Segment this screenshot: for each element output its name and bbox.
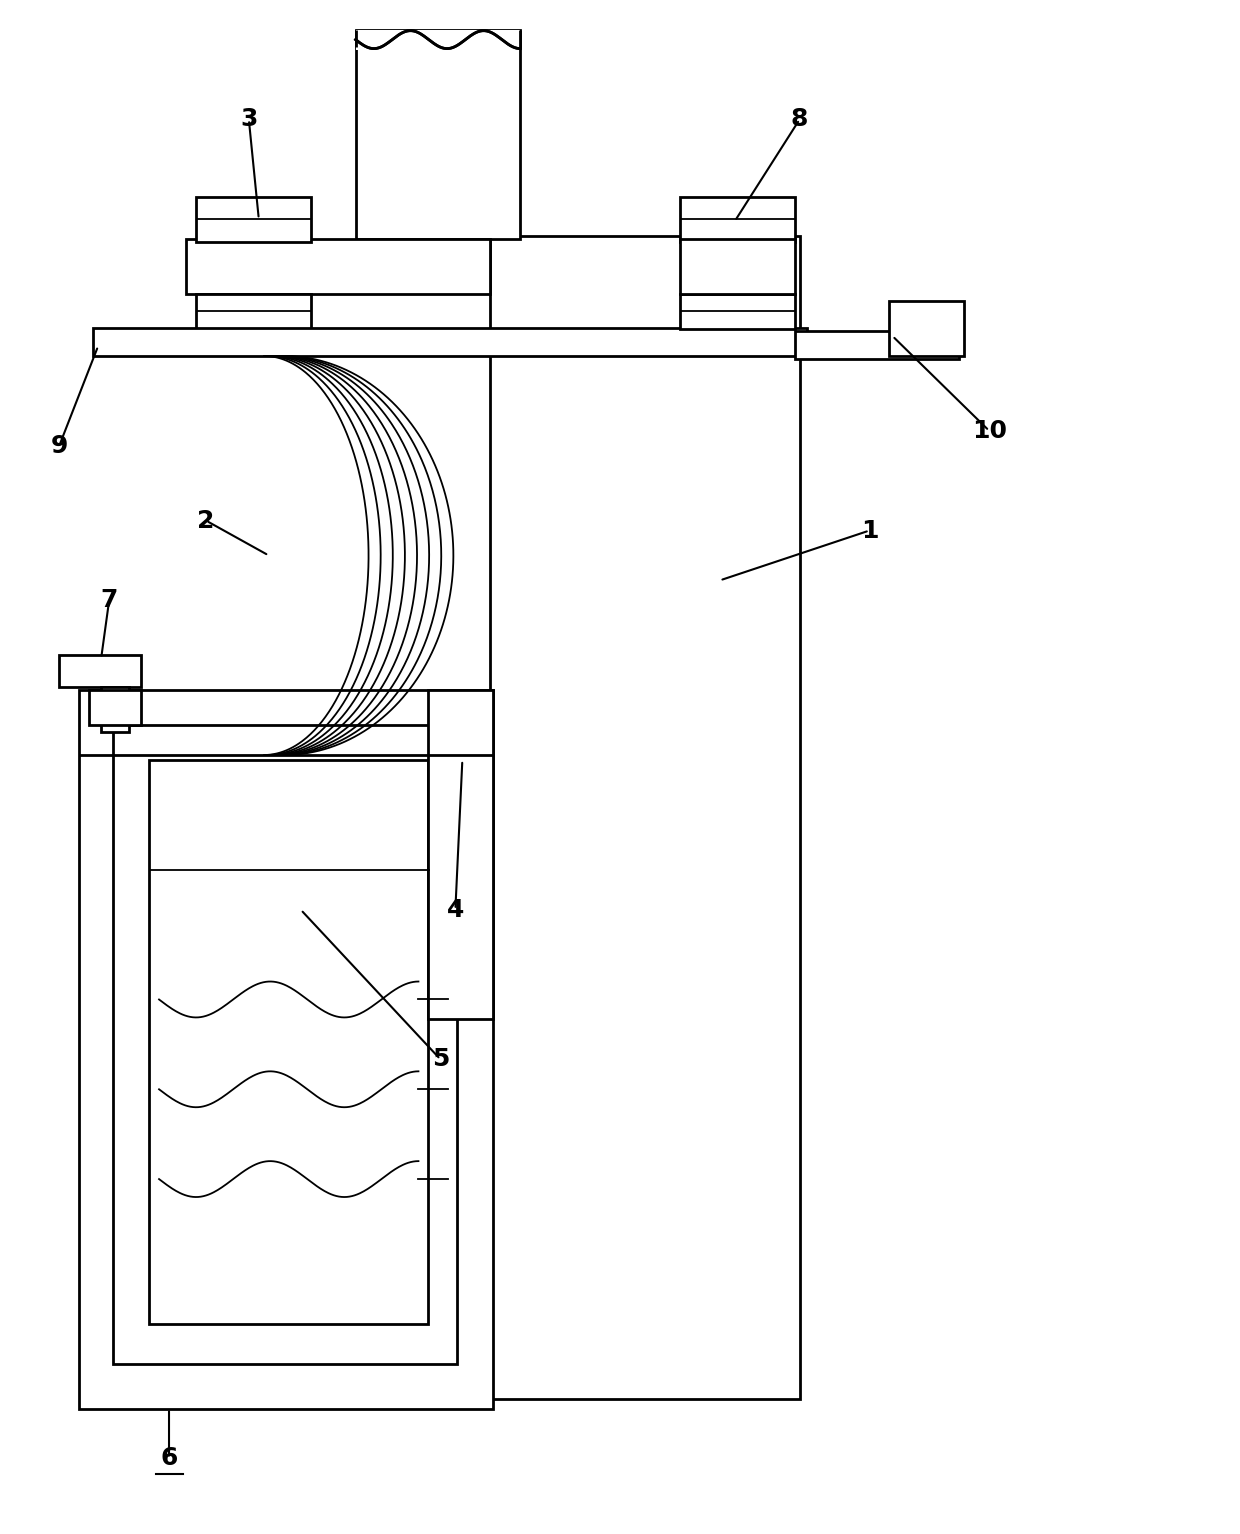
- Bar: [102, 687, 129, 732]
- Bar: [186, 239, 490, 295]
- Bar: [60, 655, 141, 687]
- Text: 5: 5: [432, 1048, 449, 1071]
- Bar: [680, 239, 795, 295]
- Text: 8: 8: [791, 107, 808, 132]
- Bar: [356, 29, 521, 49]
- Bar: [356, 29, 521, 239]
- Text: 3: 3: [241, 107, 258, 132]
- Bar: [490, 236, 800, 1399]
- Bar: [429, 690, 494, 1020]
- Bar: [196, 198, 311, 242]
- Text: 7: 7: [100, 589, 118, 612]
- Bar: [795, 331, 960, 359]
- Bar: [196, 295, 311, 328]
- Text: 6: 6: [160, 1447, 177, 1471]
- Bar: [93, 328, 806, 356]
- Text: 1: 1: [861, 518, 878, 543]
- Text: 10: 10: [972, 419, 1007, 443]
- Bar: [89, 690, 141, 726]
- Bar: [79, 690, 494, 1408]
- Text: 4: 4: [446, 897, 464, 922]
- Bar: [889, 301, 965, 356]
- Text: 9: 9: [51, 434, 68, 457]
- Bar: [680, 198, 795, 242]
- Bar: [113, 726, 458, 1364]
- Text: 2: 2: [197, 509, 215, 532]
- Bar: [680, 295, 795, 328]
- Bar: [149, 759, 429, 1324]
